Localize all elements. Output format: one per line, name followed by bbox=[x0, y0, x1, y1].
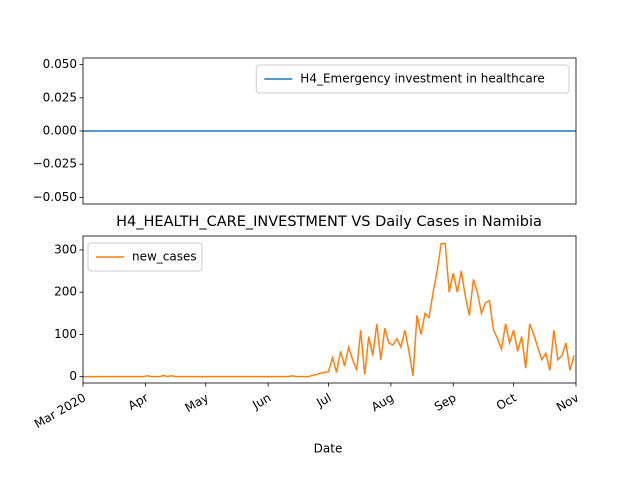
y-tick-label: 0.025 bbox=[43, 90, 77, 104]
x-tick-label: Jul bbox=[313, 391, 333, 411]
x-tick-label: May bbox=[183, 391, 211, 416]
x-tick-label: Aug bbox=[369, 391, 396, 415]
series-line bbox=[83, 242, 575, 378]
x-tick-label: Nov bbox=[554, 391, 581, 415]
chart-title: H4_HEALTH_CARE_INVESTMENT VS Daily Cases… bbox=[116, 214, 542, 230]
legend-box bbox=[87, 242, 203, 272]
x-tick-label: Apr bbox=[126, 390, 151, 413]
x-tick-label: Oct bbox=[494, 390, 519, 413]
y-tick-label: 200 bbox=[54, 285, 77, 299]
plot-frame bbox=[82, 57, 577, 205]
x-tick-label: Sep bbox=[432, 391, 459, 414]
y-tick-label: 0 bbox=[69, 369, 77, 383]
legend-label: H4_Emergency investment in healthcare bbox=[300, 72, 544, 86]
plot-frame bbox=[82, 235, 577, 384]
legend: H4_Emergency investment in healthcare bbox=[255, 64, 570, 94]
x-tick-label: Mar 2020 bbox=[32, 391, 88, 432]
legend: new_cases bbox=[87, 242, 203, 272]
y-tick-label: −0.050 bbox=[33, 190, 77, 204]
y-tick-label: 300 bbox=[54, 242, 77, 256]
y-tick-label: 100 bbox=[54, 327, 77, 341]
x-tick-label: Jun bbox=[249, 391, 273, 413]
y-tick-label: 0.000 bbox=[43, 124, 77, 138]
y-tick-label: −0.025 bbox=[33, 157, 77, 171]
y-tick-label: 0.050 bbox=[43, 57, 77, 71]
legend-box bbox=[255, 64, 570, 94]
x-axis-label: Date bbox=[314, 442, 343, 456]
legend-label: new_cases bbox=[132, 250, 197, 264]
